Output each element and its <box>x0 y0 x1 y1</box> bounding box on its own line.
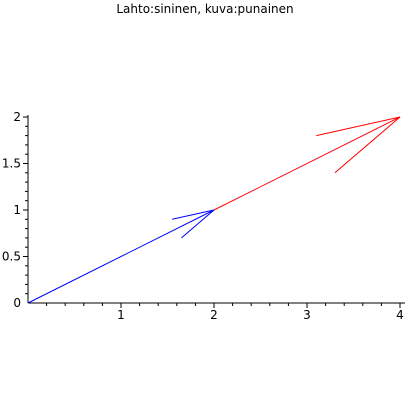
y-tick-label: 0 <box>13 296 21 310</box>
axes: 1 2 3 4 0 0.5 1 1.5 2 <box>2 110 405 322</box>
y-tick-label: 0.5 <box>2 250 21 264</box>
series-layer <box>27 116 401 304</box>
x-tick-label: 3 <box>303 308 311 322</box>
y-tick-label: 1 <box>13 203 21 217</box>
x-tick-label: 2 <box>210 308 218 322</box>
arrow-shaft <box>213 116 401 211</box>
x-tick-label: 1 <box>117 308 125 322</box>
x-tick-label: 4 <box>396 308 404 322</box>
arrow-series-2 <box>213 116 401 211</box>
y-tick-label: 1.5 <box>2 157 21 171</box>
chart-title: Lahto:sininen, kuva:punainen <box>116 2 293 16</box>
arrow-head <box>172 209 215 239</box>
y-tick-label: 2 <box>13 110 21 124</box>
arrow-series-1 <box>27 209 215 304</box>
arrow-head <box>316 116 401 174</box>
arrow-shaft <box>27 209 215 304</box>
